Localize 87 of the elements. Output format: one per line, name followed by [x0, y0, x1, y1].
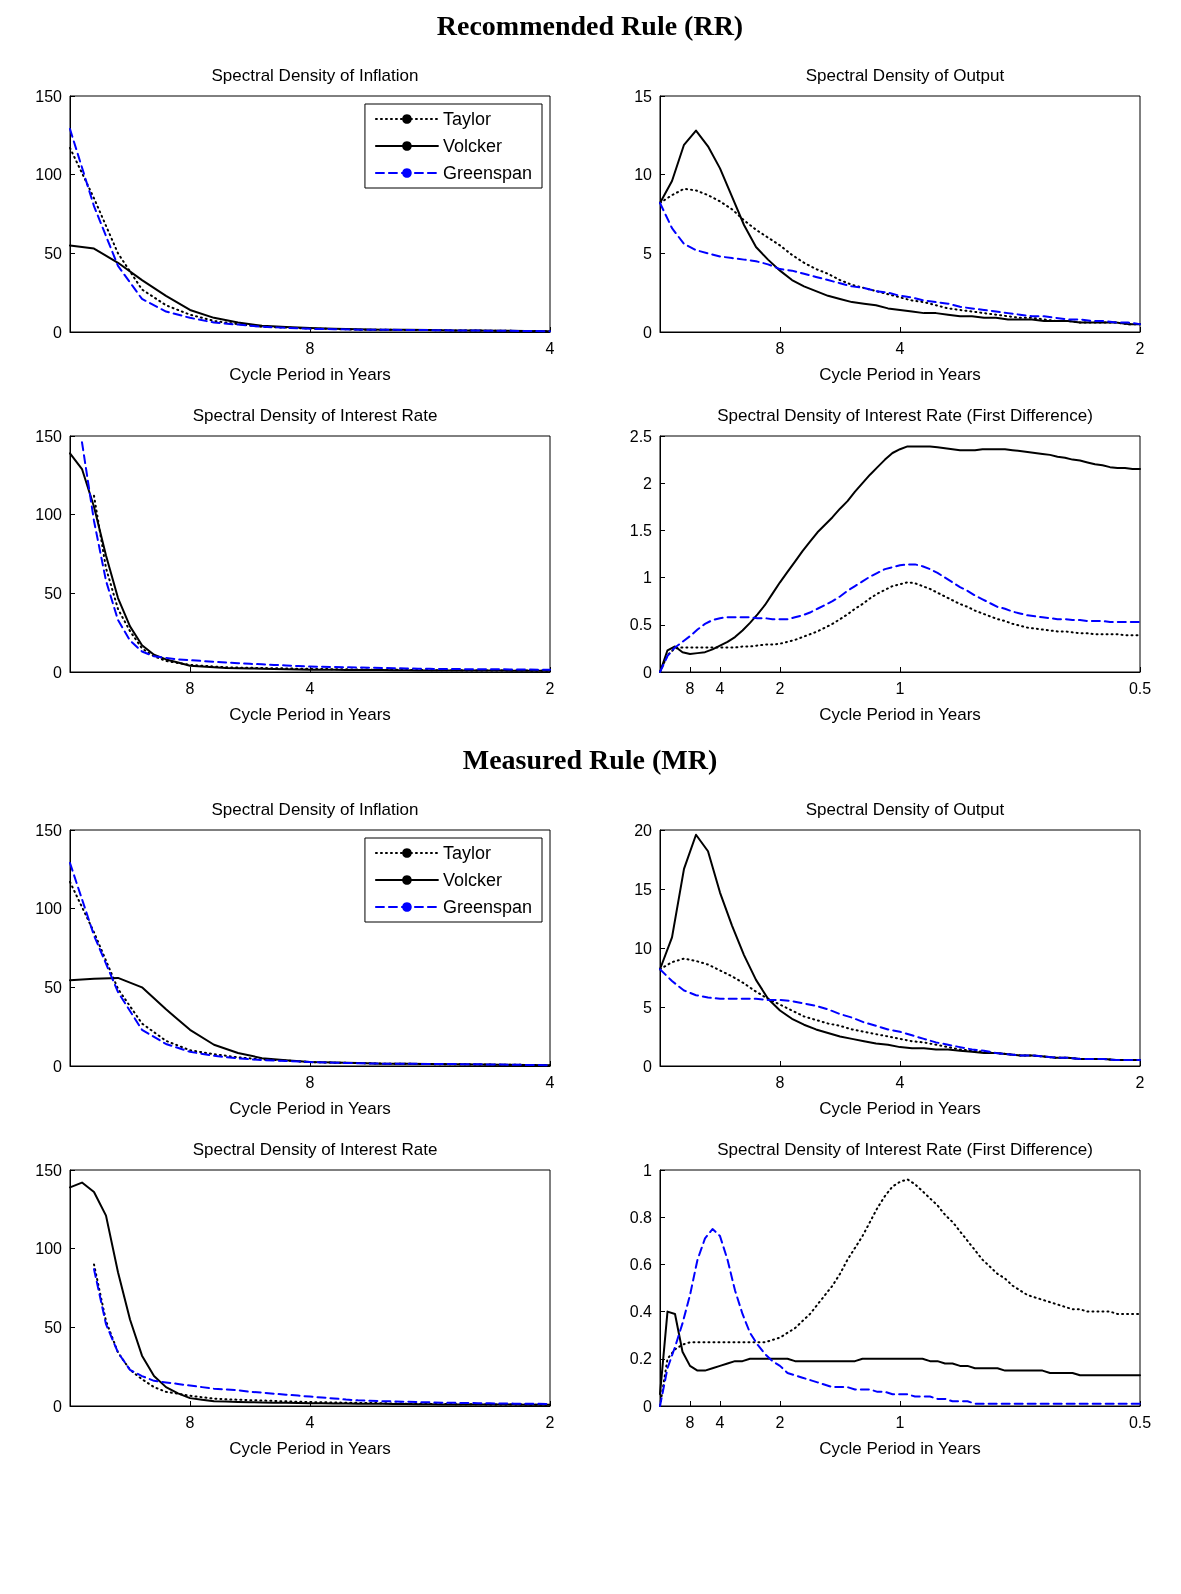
y-tick-label: 0.8	[629, 1208, 653, 1226]
y-tick-label: 150	[35, 1161, 63, 1179]
x-tick-label: 8	[775, 1073, 785, 1091]
chart-title: Spectral Density of Output	[805, 66, 1005, 85]
x-tick-label: 8	[305, 1073, 315, 1091]
y-tick-label: 0	[643, 323, 653, 341]
y-tick-label: 100	[35, 166, 63, 184]
x-tick-label: 4	[305, 1413, 315, 1431]
x-tick-label: 4	[715, 1413, 725, 1431]
chart-title: Spectral Density of Interest Rate	[192, 406, 438, 425]
x-tick-label: 2	[545, 679, 555, 697]
chart-title: Spectral Density of Inflation	[211, 800, 419, 819]
y-tick-label: 100	[35, 1240, 63, 1258]
x-tick-label: 1	[895, 1413, 905, 1431]
x-tick-label: 4	[545, 1073, 555, 1091]
y-tick-label: 0	[53, 1397, 63, 1415]
chart-title: Spectral Density of Interest Rate (First Difference)	[717, 1140, 1093, 1159]
chart-title: Spectral Density of Interest Rate	[192, 1140, 438, 1159]
y-tick-label: 1.5	[629, 521, 653, 539]
legend-label: Greenspan	[442, 163, 532, 183]
x-axis-title: Cycle Period in Years	[229, 1099, 391, 1118]
x-tick-label: 1	[895, 679, 905, 697]
y-tick-label: 0	[53, 1057, 63, 1075]
x-tick-label: 4	[305, 679, 315, 697]
y-tick-label: 0.2	[629, 1350, 653, 1368]
x-tick-label: 4	[895, 339, 905, 357]
y-tick-label: 1	[643, 1161, 653, 1179]
chart-title: Spectral Density of Output	[805, 800, 1005, 819]
y-tick-label: 100	[35, 506, 63, 524]
x-axis-title: Cycle Period in Years	[819, 365, 981, 384]
x-axis-title: Cycle Period in Years	[819, 1099, 981, 1118]
y-tick-label: 0	[643, 1057, 653, 1075]
legend-label: Greenspan	[442, 897, 532, 917]
y-tick-label: 0	[53, 663, 63, 681]
x-tick-label: 0.5	[1128, 679, 1152, 697]
y-tick-label: 15	[634, 87, 653, 105]
x-tick-label: 4	[545, 339, 555, 357]
x-tick-label: 8	[305, 339, 315, 357]
y-tick-label: 0.4	[629, 1303, 653, 1321]
y-tick-label: 50	[44, 978, 63, 996]
y-tick-label: 100	[35, 900, 63, 918]
legend-label: Volcker	[442, 136, 502, 156]
y-tick-label: 0	[53, 323, 63, 341]
legend-label: Taylor	[442, 109, 491, 129]
x-tick-label: 2	[1135, 339, 1145, 357]
text: Measured Rule (MR)	[461, 743, 719, 777]
legend-label: Volcker	[442, 870, 502, 890]
x-tick-label: 4	[895, 1073, 905, 1091]
y-tick-label: 15	[634, 880, 653, 898]
x-tick-label: 8	[185, 679, 195, 697]
chart-title: Spectral Density of Inflation	[211, 66, 419, 85]
x-tick-label: 8	[685, 679, 695, 697]
y-tick-label: 10	[634, 939, 653, 957]
y-tick-label: 0	[643, 663, 653, 681]
y-tick-label: 10	[634, 166, 653, 184]
x-tick-label: 8	[775, 339, 785, 357]
y-tick-label: 5	[643, 244, 653, 262]
x-tick-label: 8	[685, 1413, 695, 1431]
y-tick-label: 20	[634, 821, 653, 839]
y-tick-label: 2	[643, 474, 653, 492]
x-axis-title: Cycle Period in Years	[229, 365, 391, 384]
legend-label: Taylor	[442, 843, 491, 863]
x-tick-label: 2	[1135, 1073, 1145, 1091]
y-tick-label: 5	[643, 998, 653, 1016]
x-axis-title: Cycle Period in Years	[229, 705, 391, 724]
x-tick-label: 2	[775, 679, 785, 697]
x-axis-title: Cycle Period in Years	[819, 705, 981, 724]
y-tick-label: 0	[643, 1397, 653, 1415]
y-tick-label: 50	[44, 584, 63, 602]
text: Recommended Rule (RR)	[435, 9, 745, 43]
y-tick-label: 50	[44, 244, 63, 262]
x-tick-label: 8	[185, 1413, 195, 1431]
x-axis-title: Cycle Period in Years	[229, 1439, 391, 1458]
y-tick-label: 0.5	[629, 616, 653, 634]
x-tick-label: 2	[775, 1413, 785, 1431]
x-tick-label: 0.5	[1128, 1413, 1152, 1431]
y-tick-label: 150	[35, 821, 63, 839]
y-tick-label: 150	[35, 87, 63, 105]
x-tick-label: 2	[545, 1413, 555, 1431]
y-tick-label: 50	[44, 1318, 63, 1336]
x-axis-title: Cycle Period in Years	[819, 1439, 981, 1458]
chart-title: Spectral Density of Interest Rate (First Difference)	[717, 406, 1093, 425]
y-tick-label: 0.6	[629, 1255, 653, 1273]
y-tick-label: 150	[35, 427, 63, 445]
x-tick-label: 4	[715, 679, 725, 697]
y-tick-label: 1	[643, 569, 653, 587]
y-tick-label: 2.5	[629, 427, 653, 445]
